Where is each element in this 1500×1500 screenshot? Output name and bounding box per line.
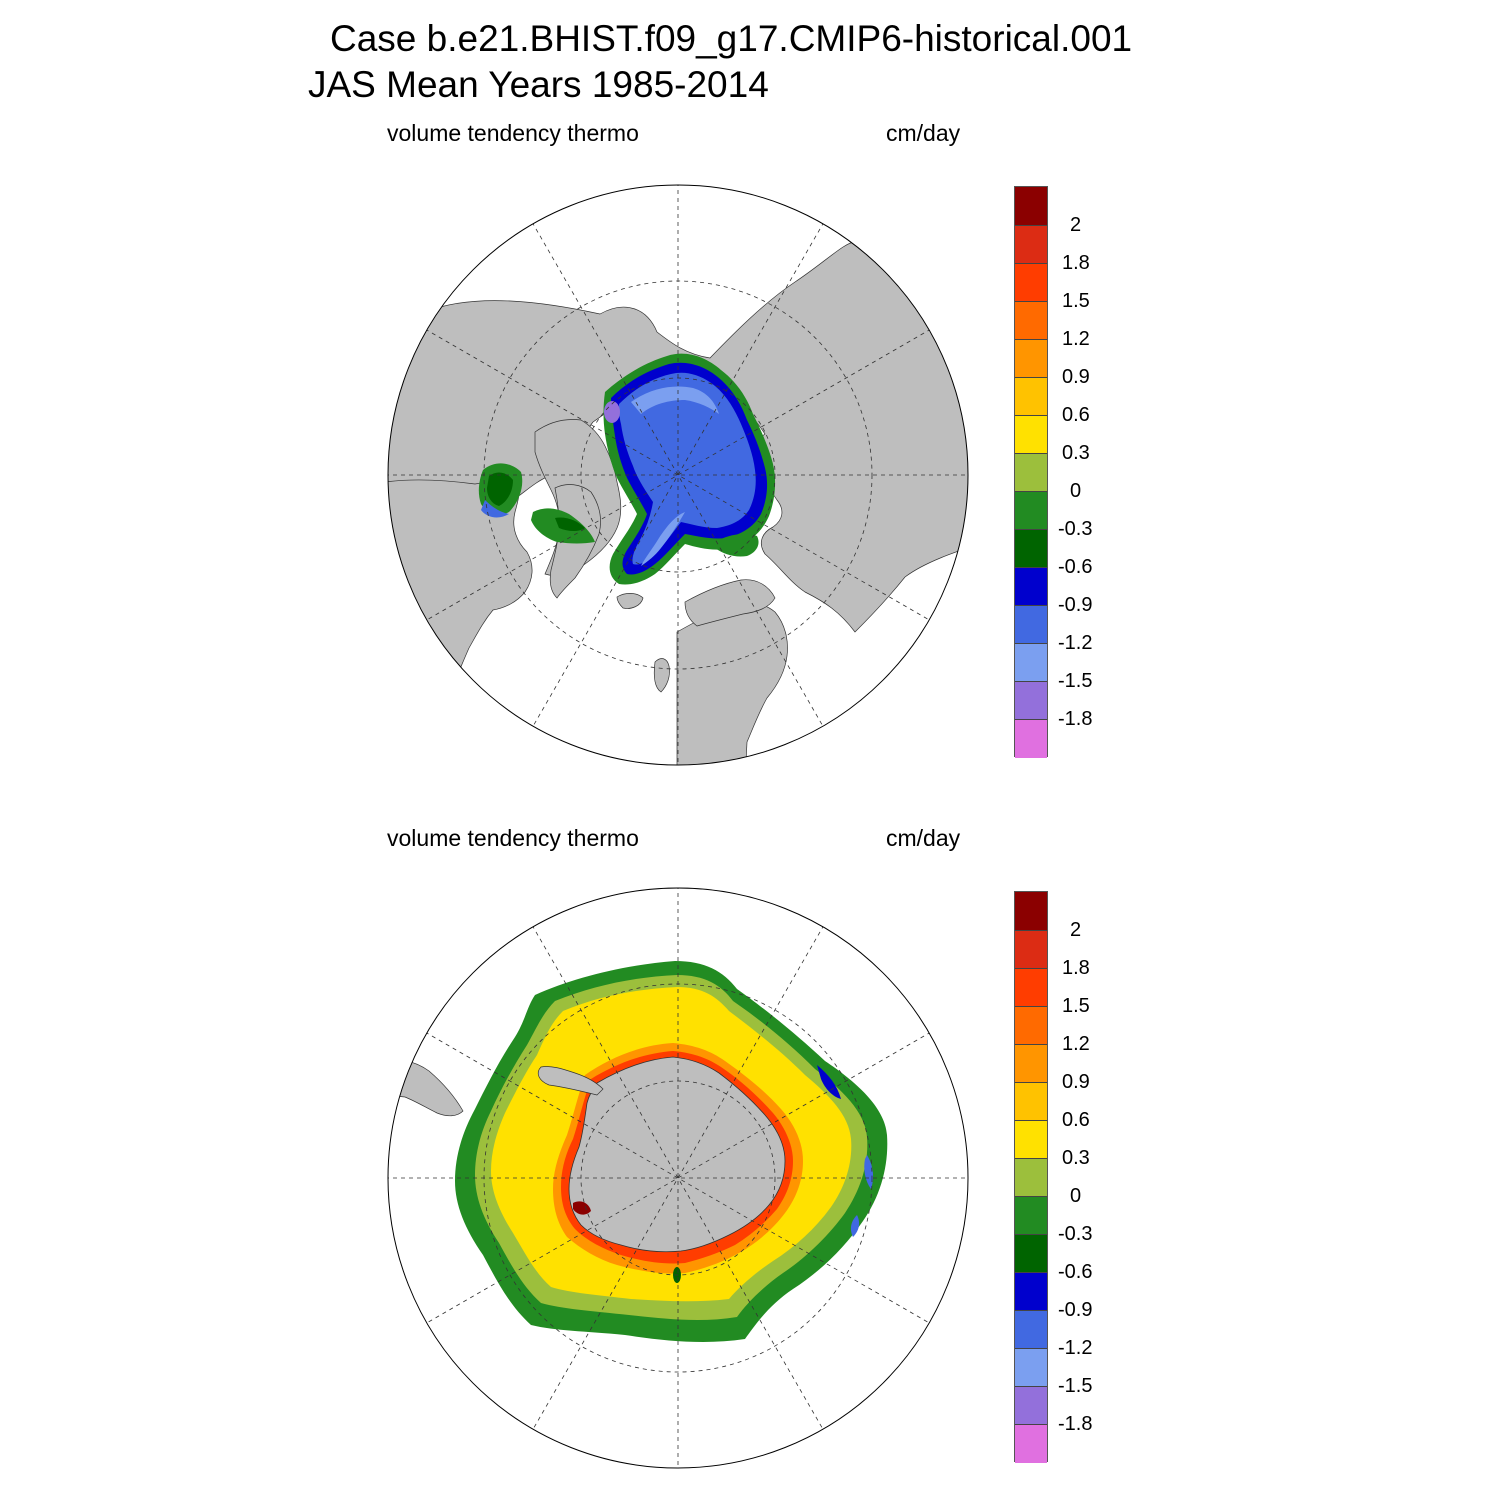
north-colorbar-box [1015,491,1047,530]
south-colorbar-tick: 1.2 [1062,1033,1090,1055]
south-colorbar-box [1015,930,1047,969]
south-colorbar-tick: 0.3 [1062,1147,1090,1169]
south-colorbar-box [1015,1424,1047,1463]
north-colorbar-box [1015,187,1047,225]
north-colorbar-box [1015,529,1047,568]
south-colorbar-box [1015,1158,1047,1197]
south-colorbar-box [1015,1006,1047,1045]
south-colorbar-tick: 1.5 [1062,995,1090,1017]
north-colorbar-box [1015,263,1047,302]
north-colorbar-tick: -1.2 [1058,632,1093,654]
south-colorbar-box [1015,1120,1047,1159]
south-variable-label: volume tendency thermo [387,825,639,851]
south-colorbar-tick: -0.3 [1058,1223,1093,1245]
south-colorbar [1014,891,1048,1463]
south-colorbar-box [1015,1082,1047,1121]
north-ice-field [478,353,776,585]
north-variable-label: volume tendency thermo [387,120,639,146]
south-colorbar-box [1015,1348,1047,1387]
south-colorbar-tick: 0.9 [1062,1071,1090,1093]
north-colorbar-box [1015,567,1047,606]
south-colorbar-tick: -1.5 [1058,1375,1093,1397]
south-colorbar-tick: -0.6 [1058,1261,1093,1283]
north-units-label: cm/day [886,120,961,146]
north-colorbar-box [1015,453,1047,492]
south-colorbar-box [1015,1234,1047,1273]
north-colorbar-box [1015,719,1047,758]
north-colorbar [1014,186,1048,758]
south-colorbar-box [1015,968,1047,1007]
north-graticule [388,185,968,765]
north-colorbar-tick: 0.9 [1062,366,1090,388]
north-colorbar-box [1015,415,1047,454]
south-units-label: cm/day [886,825,961,851]
north-colorbar-tick: 0 [1070,480,1082,502]
south-colorbar-box [1015,1386,1047,1425]
south-colorbar-box [1015,1310,1047,1349]
south-graticule [388,888,968,1468]
north-colorbar-box [1015,643,1047,682]
antarctica-land [568,1056,786,1253]
south-colorbar-box [1015,1196,1047,1235]
north-colorbar-tick: 1.2 [1062,328,1090,350]
north-colorbar-tick: 1.8 [1062,252,1090,274]
north-colorbar-tick: -0.6 [1058,556,1093,578]
south-colorbar-tick: 2 [1070,919,1082,941]
south-colorbar-tick: -1.8 [1058,1413,1093,1435]
north-colorbar-box [1015,225,1047,264]
south-colorbar-box [1015,1272,1047,1311]
north-colorbar-tick: 0.6 [1062,404,1090,426]
north-colorbar-tick: -0.9 [1058,594,1093,616]
south-colorbar-box [1015,892,1047,930]
figure-title-period: JAS Mean Years 1985-2014 [308,64,769,105]
north-colorbar-box [1015,301,1047,340]
north-colorbar-box [1015,605,1047,644]
north-colorbar-box [1015,681,1047,720]
south-colorbar-tick: 1.8 [1062,957,1090,979]
south-colorbar-tick: 0 [1070,1185,1082,1207]
north-polar-map [387,184,969,766]
north-colorbar-tick: 2 [1070,214,1082,236]
north-colorbar-tick: -1.5 [1058,670,1093,692]
north-colorbar-tick: 1.5 [1062,290,1090,312]
north-colorbar-tick: -1.8 [1058,708,1093,730]
north-colorbar-tick: 0.3 [1062,442,1090,464]
south-colorbar-tick: -0.9 [1058,1299,1093,1321]
south-colorbar-tick: -1.2 [1058,1337,1093,1359]
north-colorbar-tick: -0.3 [1058,518,1093,540]
figure-title-case: Case b.e21.BHIST.f09_g17.CMIP6-historica… [330,18,1133,59]
north-colorbar-box [1015,377,1047,416]
south-colorbar-box [1015,1044,1047,1083]
north-colorbar-box [1015,339,1047,378]
south-polar-map [387,887,969,1469]
south-colorbar-tick: 0.6 [1062,1109,1090,1131]
